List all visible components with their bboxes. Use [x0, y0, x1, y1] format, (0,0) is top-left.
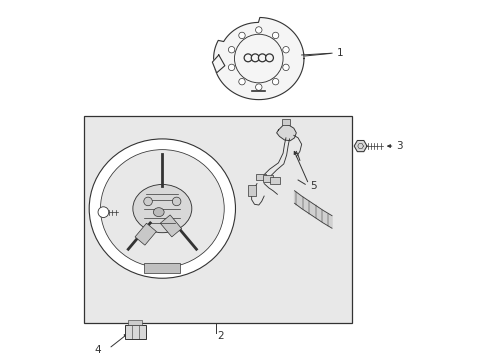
Text: 5: 5	[309, 181, 316, 191]
Circle shape	[228, 64, 234, 71]
Bar	[124, 325, 145, 339]
Polygon shape	[213, 18, 304, 100]
Circle shape	[272, 78, 278, 85]
Circle shape	[238, 32, 244, 39]
Circle shape	[143, 197, 152, 206]
Bar	[144, 263, 180, 274]
Polygon shape	[353, 140, 366, 152]
Circle shape	[98, 207, 108, 217]
Circle shape	[282, 46, 288, 53]
Text: 3: 3	[395, 141, 402, 151]
Circle shape	[282, 64, 288, 71]
Circle shape	[255, 27, 262, 33]
Text: 4: 4	[94, 345, 101, 355]
Bar	[247, 185, 255, 196]
Polygon shape	[212, 55, 224, 73]
Bar	[270, 177, 280, 184]
Ellipse shape	[89, 139, 235, 278]
Circle shape	[244, 54, 251, 62]
Circle shape	[172, 197, 181, 206]
Circle shape	[272, 32, 278, 39]
Ellipse shape	[100, 150, 224, 267]
Bar	[135, 223, 156, 245]
Circle shape	[251, 54, 259, 62]
Ellipse shape	[153, 208, 164, 217]
Text: 2: 2	[217, 332, 224, 342]
Text: 1: 1	[336, 48, 343, 58]
Bar	[282, 119, 290, 125]
Circle shape	[265, 54, 273, 62]
Ellipse shape	[133, 184, 191, 233]
Circle shape	[258, 54, 266, 62]
Polygon shape	[276, 125, 296, 141]
Bar	[255, 174, 265, 180]
Circle shape	[238, 78, 244, 85]
Circle shape	[234, 34, 283, 83]
Polygon shape	[294, 191, 331, 228]
Bar	[160, 215, 181, 237]
Circle shape	[228, 46, 234, 53]
Bar	[263, 175, 272, 182]
Bar	[83, 116, 351, 323]
Circle shape	[255, 84, 262, 90]
Bar	[128, 320, 142, 325]
